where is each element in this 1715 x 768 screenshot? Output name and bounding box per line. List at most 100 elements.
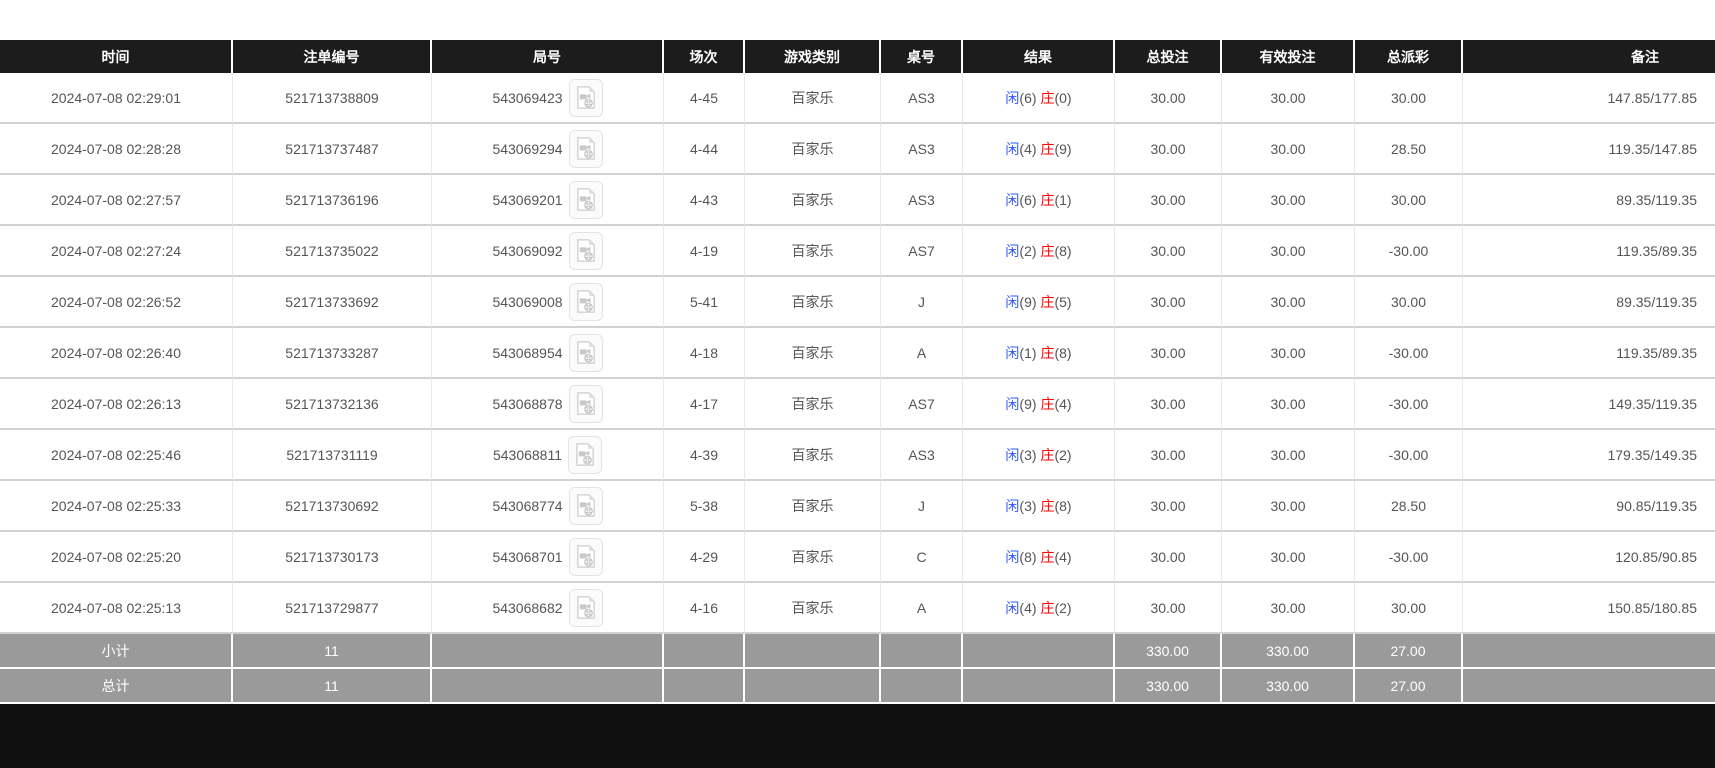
cell-valid-bet: 30.00 [1222, 379, 1355, 430]
player-result-label: 闲 [1005, 89, 1020, 106]
cell-result: 闲(1) 庄(8) [963, 328, 1115, 379]
player-result-label: 闲 [1005, 191, 1020, 208]
banker-result-score: (4) [1054, 548, 1072, 565]
cell-valid-bet: 30.00 [1222, 277, 1355, 328]
cell-total-payout: 30.00 [1355, 175, 1463, 226]
video-replay-button[interactable] [568, 486, 603, 525]
video-replay-button[interactable] [568, 231, 603, 270]
table-row: 2024-07-08 02:25:13 521713729877 543068682… [0, 583, 1715, 634]
top-spacer [0, 0, 1715, 40]
cell-round: 543068878 [432, 379, 664, 430]
cell-time: 2024-07-08 02:25:20 [0, 532, 233, 583]
cell-table-no: AS3 [881, 124, 963, 175]
video-replay-icon [576, 494, 595, 517]
video-replay-button[interactable] [568, 78, 603, 117]
cell-time: 2024-07-08 02:25:13 [0, 583, 233, 634]
video-replay-button[interactable] [568, 537, 603, 576]
cell-game-type: 百家乐 [745, 226, 881, 277]
column-header-round: 局号 [432, 40, 664, 73]
cell-remark: 89.35/119.35 [1463, 175, 1715, 226]
cell-result: 闲(3) 庄(2) [963, 430, 1115, 481]
subtotal-row: 小计 11 330.00 330.00 27.00 [0, 634, 1715, 669]
cell-round: 543069423 [432, 73, 664, 124]
cell-game-type: 百家乐 [745, 124, 881, 175]
video-replay-button[interactable] [568, 282, 603, 321]
player-result-score: (9) [1019, 395, 1037, 412]
round-number-group: 543069423 [492, 78, 603, 117]
cell-table-no: AS3 [881, 73, 963, 124]
cell-table-no: A [881, 328, 963, 379]
cell-table-no: AS3 [881, 430, 963, 481]
player-result-score: (2) [1019, 242, 1037, 259]
banker-result-label: 庄 [1040, 548, 1055, 565]
cell-total-bet: 30.00 [1115, 583, 1222, 634]
banker-result-label: 庄 [1040, 344, 1055, 361]
banker-result-label: 庄 [1040, 395, 1055, 412]
video-replay-button[interactable] [568, 333, 603, 372]
summary-label: 总计 [0, 669, 233, 704]
video-replay-button[interactable] [568, 588, 603, 627]
cell-total-bet: 30.00 [1115, 124, 1222, 175]
cell-table-no: AS7 [881, 379, 963, 430]
cell-total-bet: 30.00 [1115, 532, 1222, 583]
banker-result-score: (2) [1054, 599, 1072, 616]
player-result-score: (4) [1019, 599, 1037, 616]
video-replay-button[interactable] [568, 180, 603, 219]
video-replay-button[interactable] [568, 384, 603, 423]
video-replay-icon [576, 596, 595, 619]
table-row: 2024-07-08 02:26:40 521713733287 543068954… [0, 328, 1715, 379]
cell-game-type: 百家乐 [745, 328, 881, 379]
cell-session: 4-18 [664, 328, 745, 379]
cell-total-bet: 30.00 [1115, 328, 1222, 379]
round-number: 543068701 [492, 548, 563, 565]
cell-table-no: C [881, 532, 963, 583]
cell-total-payout: 30.00 [1355, 73, 1463, 124]
player-result-label: 闲 [1005, 497, 1020, 514]
cell-round: 543068682 [432, 583, 664, 634]
table-row: 2024-07-08 02:25:33 521713730692 543068774… [0, 481, 1715, 532]
column-header-total_bet: 总投注 [1115, 40, 1222, 73]
cell-total-bet: 30.00 [1115, 175, 1222, 226]
player-result-label: 闲 [1005, 344, 1020, 361]
cell-game-type: 百家乐 [745, 481, 881, 532]
cell-bet-id: 521713738809 [233, 73, 432, 124]
video-replay-button[interactable] [568, 129, 603, 168]
table-row: 2024-07-08 02:27:57 521713736196 543069201… [0, 175, 1715, 226]
cell-game-type: 百家乐 [745, 532, 881, 583]
player-result-score: (9) [1019, 293, 1037, 310]
cell-time: 2024-07-08 02:25:46 [0, 430, 233, 481]
column-header-remark: 备注 [1463, 40, 1715, 73]
summary-empty-game_type [745, 669, 881, 704]
round-number: 543068682 [492, 599, 563, 616]
summary-total-payout: 27.00 [1355, 634, 1463, 669]
cell-total-bet: 30.00 [1115, 73, 1222, 124]
cell-result: 闲(9) 庄(5) [963, 277, 1115, 328]
cell-result: 闲(4) 庄(9) [963, 124, 1115, 175]
cell-remark: 90.85/119.35 [1463, 481, 1715, 532]
cell-remark: 119.35/147.85 [1463, 124, 1715, 175]
round-number-group: 543068811 [493, 435, 603, 474]
summary-total-payout: 27.00 [1355, 669, 1463, 704]
cell-time: 2024-07-08 02:26:13 [0, 379, 233, 430]
player-result-score: (6) [1019, 191, 1037, 208]
banker-result-score: (8) [1054, 344, 1072, 361]
video-replay-icon [576, 137, 595, 160]
summary-valid-bet: 330.00 [1222, 634, 1355, 669]
player-result-label: 闲 [1005, 242, 1020, 259]
grand-total-row: 总计 11 330.00 330.00 27.00 [0, 669, 1715, 704]
cell-time: 2024-07-08 02:27:57 [0, 175, 233, 226]
player-result-label: 闲 [1005, 599, 1020, 616]
player-result-label: 闲 [1005, 140, 1020, 157]
banker-result-label: 庄 [1040, 191, 1055, 208]
summary-empty-session [664, 669, 745, 704]
round-number: 543069201 [492, 191, 563, 208]
cell-game-type: 百家乐 [745, 583, 881, 634]
summary-empty-round [432, 634, 664, 669]
round-number: 543069423 [492, 89, 563, 106]
player-result-score: (4) [1019, 140, 1037, 157]
video-replay-button[interactable] [568, 435, 603, 474]
table-row: 2024-07-08 02:25:20 521713730173 543068701… [0, 532, 1715, 583]
round-number-group: 543069092 [492, 231, 603, 270]
video-replay-icon [576, 188, 595, 211]
cell-game-type: 百家乐 [745, 73, 881, 124]
